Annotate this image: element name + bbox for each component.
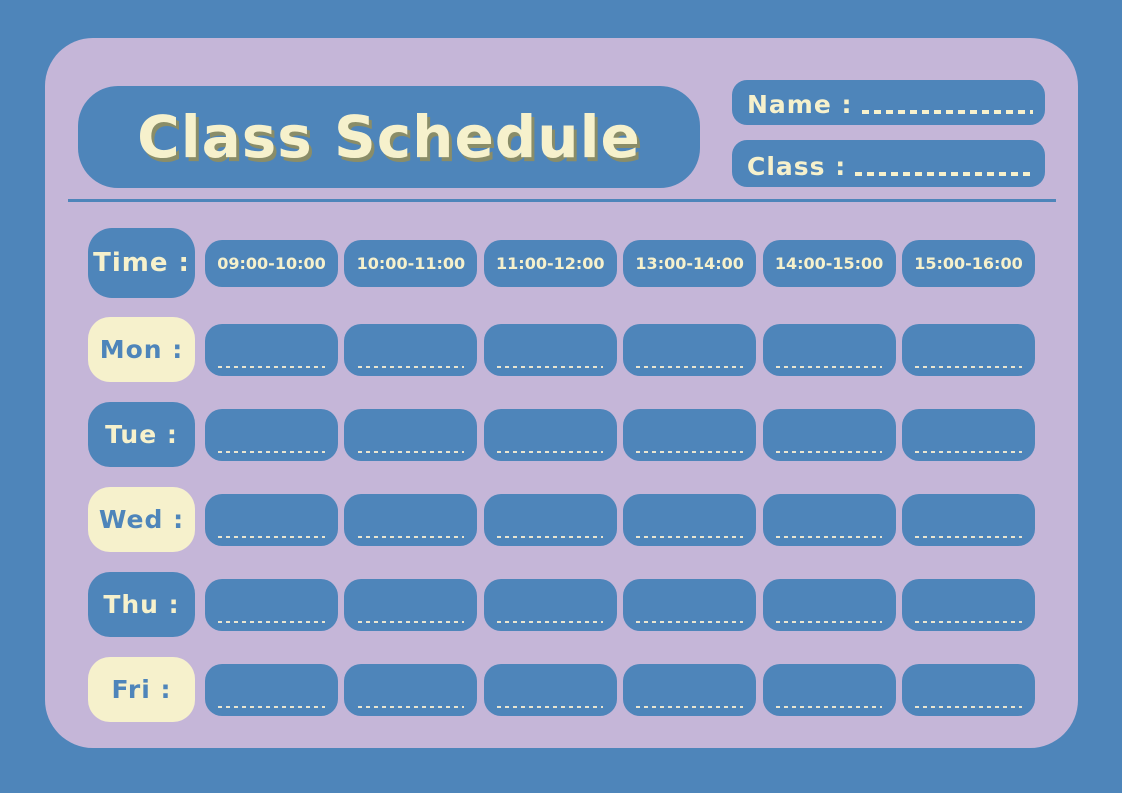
time-slot-pill: 13:00-14:00 bbox=[623, 239, 757, 287]
day-label-mon: Mon : bbox=[88, 317, 195, 382]
write-line bbox=[775, 535, 883, 538]
write-line bbox=[636, 535, 743, 538]
time-slot-pill: 15:00-16:00 bbox=[901, 239, 1035, 287]
schedule-cell[interactable] bbox=[205, 663, 338, 716]
time-slot-pill: 10:00-11:00 bbox=[344, 239, 478, 287]
day-cells bbox=[205, 493, 1035, 546]
day-cells bbox=[205, 408, 1035, 461]
day-row-mon: Mon : bbox=[88, 317, 1035, 382]
schedule-cell[interactable] bbox=[762, 493, 896, 546]
schedule-cell[interactable] bbox=[344, 493, 478, 546]
class-field: Class : bbox=[732, 140, 1045, 187]
time-slots: 09:00-10:00 10:00-11:00 11:00-12:00 13:00-1… bbox=[205, 239, 1035, 287]
write-line bbox=[218, 450, 325, 453]
schedule-cell[interactable] bbox=[344, 578, 478, 631]
day-label-wed: Wed : bbox=[88, 487, 195, 552]
write-line bbox=[497, 365, 604, 368]
schedule-cell[interactable] bbox=[205, 578, 338, 631]
schedule-cell[interactable] bbox=[762, 323, 896, 376]
schedule-cell[interactable] bbox=[344, 663, 478, 716]
write-line bbox=[357, 535, 465, 538]
schedule-cell[interactable] bbox=[623, 578, 757, 631]
schedule-cell[interactable] bbox=[623, 323, 757, 376]
write-line bbox=[915, 535, 1022, 538]
schedule-cell[interactable] bbox=[901, 408, 1035, 461]
time-slot-pill: 14:00-15:00 bbox=[762, 239, 896, 287]
schedule-cell[interactable] bbox=[344, 408, 478, 461]
day-row-tue: Tue : bbox=[88, 402, 1035, 467]
schedule-cell[interactable] bbox=[901, 493, 1035, 546]
day-label-tue: Tue : bbox=[88, 402, 195, 467]
schedule-grid: Time : 09:00-10:00 10:00-11:00 11:00-12:00… bbox=[88, 228, 1035, 742]
time-slot-pill: 11:00-12:00 bbox=[483, 239, 617, 287]
write-line bbox=[357, 450, 465, 453]
write-line bbox=[497, 620, 604, 623]
class-label: Class : bbox=[747, 151, 847, 181]
schedule-panel: Class Schedule Name : Class : Time : 09:… bbox=[45, 38, 1078, 748]
name-field: Name : bbox=[732, 80, 1045, 125]
write-line bbox=[218, 620, 325, 623]
name-label: Name : bbox=[747, 89, 853, 119]
write-line bbox=[915, 365, 1022, 368]
schedule-cell[interactable] bbox=[901, 663, 1035, 716]
day-label-fri: Fri : bbox=[88, 657, 195, 722]
time-slot-pill: 09:00-10:00 bbox=[205, 239, 338, 287]
write-line bbox=[636, 365, 743, 368]
day-cells bbox=[205, 578, 1035, 631]
schedule-cell[interactable] bbox=[901, 578, 1035, 631]
schedule-cell[interactable] bbox=[205, 323, 338, 376]
day-row-wed: Wed : bbox=[88, 487, 1035, 552]
day-row-thu: Thu : bbox=[88, 572, 1035, 637]
write-line bbox=[497, 450, 604, 453]
write-line bbox=[497, 535, 604, 538]
day-label-thu: Thu : bbox=[88, 572, 195, 637]
time-label-box: Time : bbox=[88, 228, 195, 298]
write-line bbox=[357, 365, 465, 368]
schedule-cell[interactable] bbox=[762, 578, 896, 631]
schedule-cell[interactable] bbox=[762, 663, 896, 716]
write-line bbox=[915, 450, 1022, 453]
write-line bbox=[775, 365, 883, 368]
schedule-cell[interactable] bbox=[623, 493, 757, 546]
header-divider bbox=[68, 199, 1056, 202]
time-header-row: Time : 09:00-10:00 10:00-11:00 11:00-12:00… bbox=[88, 228, 1035, 298]
write-line bbox=[636, 450, 743, 453]
write-line bbox=[497, 705, 604, 708]
schedule-cell[interactable] bbox=[483, 663, 617, 716]
write-line bbox=[636, 705, 743, 708]
write-line bbox=[357, 705, 465, 708]
write-line bbox=[915, 620, 1022, 623]
schedule-cell[interactable] bbox=[623, 408, 757, 461]
schedule-cell[interactable] bbox=[483, 323, 617, 376]
write-line bbox=[636, 620, 743, 623]
day-cells bbox=[205, 663, 1035, 716]
name-input-line[interactable] bbox=[861, 110, 1033, 114]
write-line bbox=[775, 620, 883, 623]
write-line bbox=[218, 365, 325, 368]
day-row-fri: Fri : bbox=[88, 657, 1035, 722]
day-rows: Mon : Tue : Wed : Thu : Fri : bbox=[88, 317, 1035, 742]
write-line bbox=[218, 535, 325, 538]
schedule-cell[interactable] bbox=[344, 323, 478, 376]
page-title: Class Schedule bbox=[137, 103, 641, 171]
write-line bbox=[775, 705, 883, 708]
schedule-cell[interactable] bbox=[483, 493, 617, 546]
schedule-cell[interactable] bbox=[483, 578, 617, 631]
schedule-cell[interactable] bbox=[205, 408, 338, 461]
write-line bbox=[218, 705, 325, 708]
title-box: Class Schedule bbox=[78, 86, 700, 188]
write-line bbox=[775, 450, 883, 453]
write-line bbox=[357, 620, 465, 623]
class-input-line[interactable] bbox=[855, 172, 1033, 176]
schedule-cell[interactable] bbox=[901, 323, 1035, 376]
schedule-cell[interactable] bbox=[483, 408, 617, 461]
schedule-cell[interactable] bbox=[205, 493, 338, 546]
write-line bbox=[915, 705, 1022, 708]
day-cells bbox=[205, 323, 1035, 376]
schedule-cell[interactable] bbox=[623, 663, 757, 716]
schedule-cell[interactable] bbox=[762, 408, 896, 461]
